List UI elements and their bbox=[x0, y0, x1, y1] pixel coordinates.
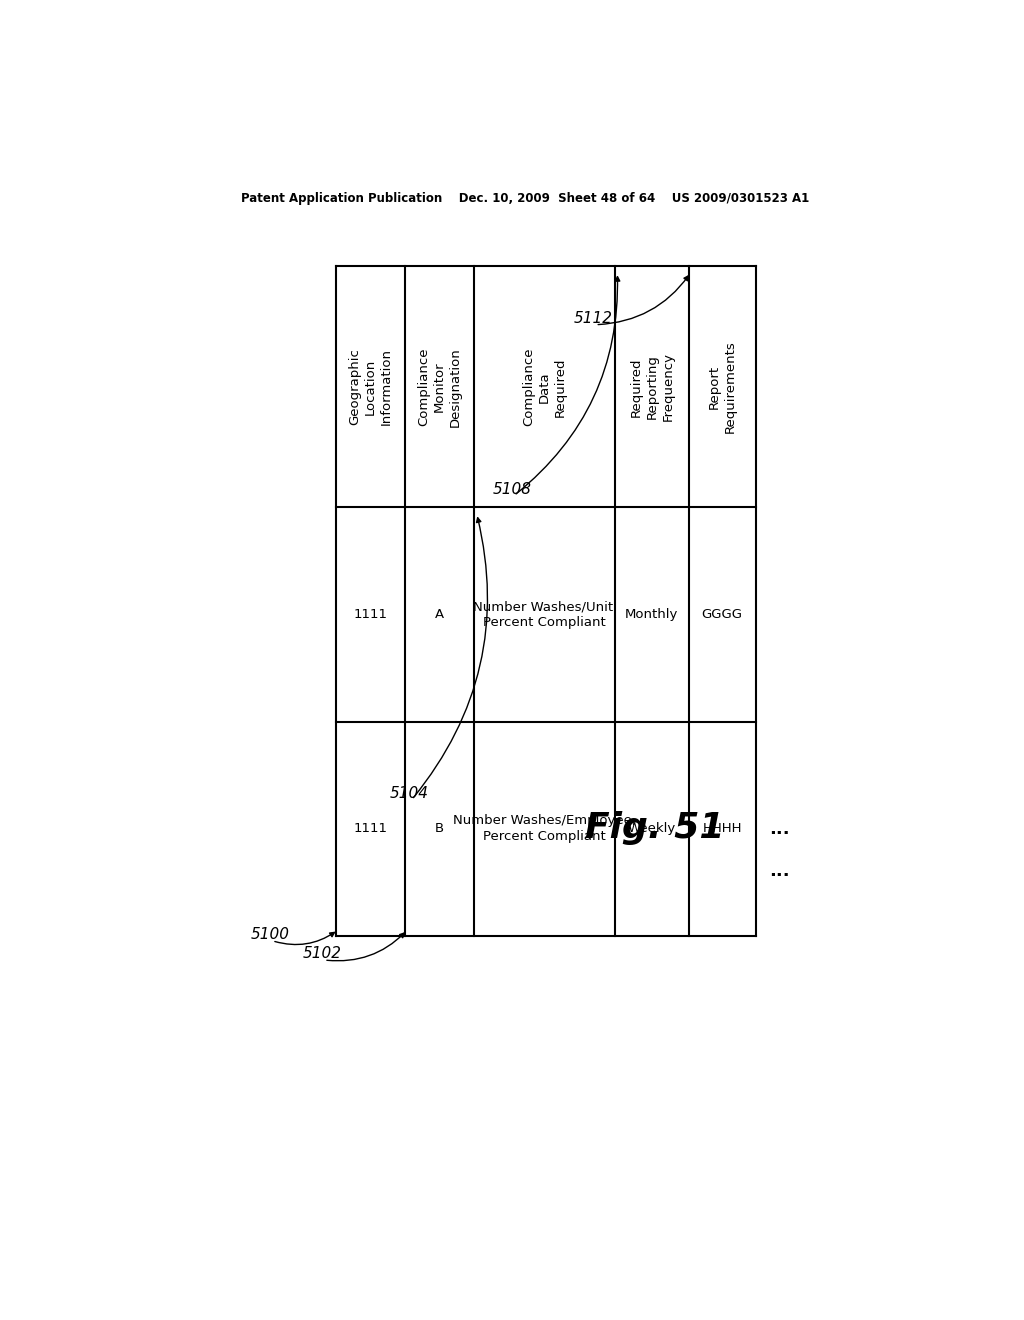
Text: 5102: 5102 bbox=[302, 946, 341, 961]
Text: Required
Reporting
Frequency: Required Reporting Frequency bbox=[630, 352, 674, 421]
Text: GGGG: GGGG bbox=[701, 609, 742, 620]
Text: 1111: 1111 bbox=[353, 822, 387, 836]
Text: Compliance
Monitor
Designation: Compliance Monitor Designation bbox=[417, 347, 462, 426]
Text: Report
Requirements: Report Requirements bbox=[708, 341, 736, 433]
Text: 1111: 1111 bbox=[353, 609, 387, 620]
Text: 5108: 5108 bbox=[493, 482, 531, 498]
Text: ...: ... bbox=[769, 820, 790, 838]
Text: Geographic
Location
Information: Geographic Location Information bbox=[348, 348, 393, 425]
Text: Weekly: Weekly bbox=[628, 822, 676, 836]
Text: Monthly: Monthly bbox=[625, 609, 679, 620]
Text: B: B bbox=[435, 822, 444, 836]
Text: A: A bbox=[435, 609, 444, 620]
Text: Compliance
Data
Required: Compliance Data Required bbox=[522, 347, 567, 426]
Text: 5112: 5112 bbox=[573, 312, 612, 326]
Text: HHHH: HHHH bbox=[702, 822, 742, 836]
Text: Number Washes/Employee,
Percent Compliant: Number Washes/Employee, Percent Complian… bbox=[454, 814, 636, 843]
Text: 5104: 5104 bbox=[390, 787, 429, 801]
Text: Number Washes/Unit,
Percent Compliant: Number Washes/Unit, Percent Compliant bbox=[472, 601, 616, 630]
Text: Patent Application Publication    Dec. 10, 2009  Sheet 48 of 64    US 2009/03015: Patent Application Publication Dec. 10, … bbox=[241, 191, 809, 205]
Text: Fig. 51: Fig. 51 bbox=[586, 812, 725, 845]
Text: ...: ... bbox=[769, 862, 790, 880]
Text: 5100: 5100 bbox=[251, 927, 290, 942]
